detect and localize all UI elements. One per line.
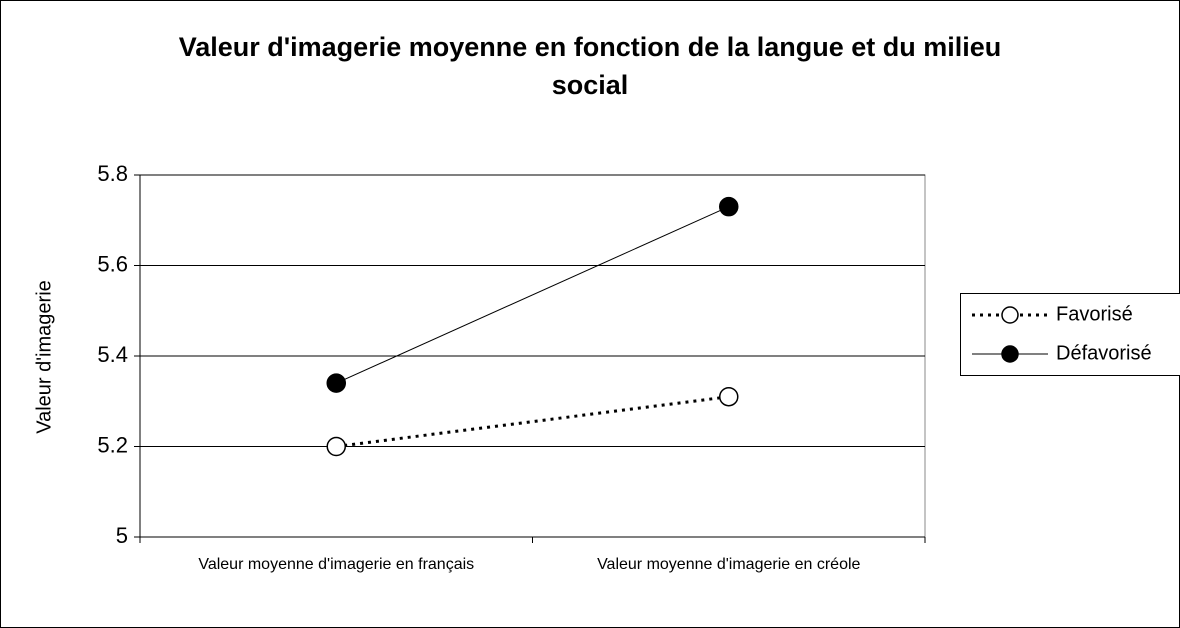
x-tick-label: Valeur moyenne d'imagerie en français: [198, 556, 474, 573]
series-line: [336, 395, 729, 448]
x-tick-label: Valeur moyenne d'imagerie en créole: [597, 556, 860, 573]
y-tick-label: 5.6: [97, 251, 128, 276]
legend-label: Favorisé: [1056, 303, 1133, 325]
legend-marker: [1001, 345, 1019, 363]
legend-label: Défavorisé: [1056, 342, 1152, 364]
chart-title: Valeur d'imagerie moyenne en fonction de…: [178, 32, 1002, 100]
y-tick-label: 5: [116, 523, 128, 548]
legend-box: [960, 293, 1180, 376]
y-tick-label: 5.2: [97, 432, 128, 457]
marker: [719, 196, 739, 217]
y-axis-label: Valeur d'imagerie: [33, 280, 55, 434]
y-tick-label: 5.8: [97, 161, 128, 186]
marker: [326, 373, 346, 393]
y-tick-label: 5.4: [97, 342, 128, 367]
marker: [326, 436, 346, 457]
legend-marker: [1001, 306, 1019, 324]
series-line: [336, 206, 729, 384]
marker: [719, 386, 739, 407]
